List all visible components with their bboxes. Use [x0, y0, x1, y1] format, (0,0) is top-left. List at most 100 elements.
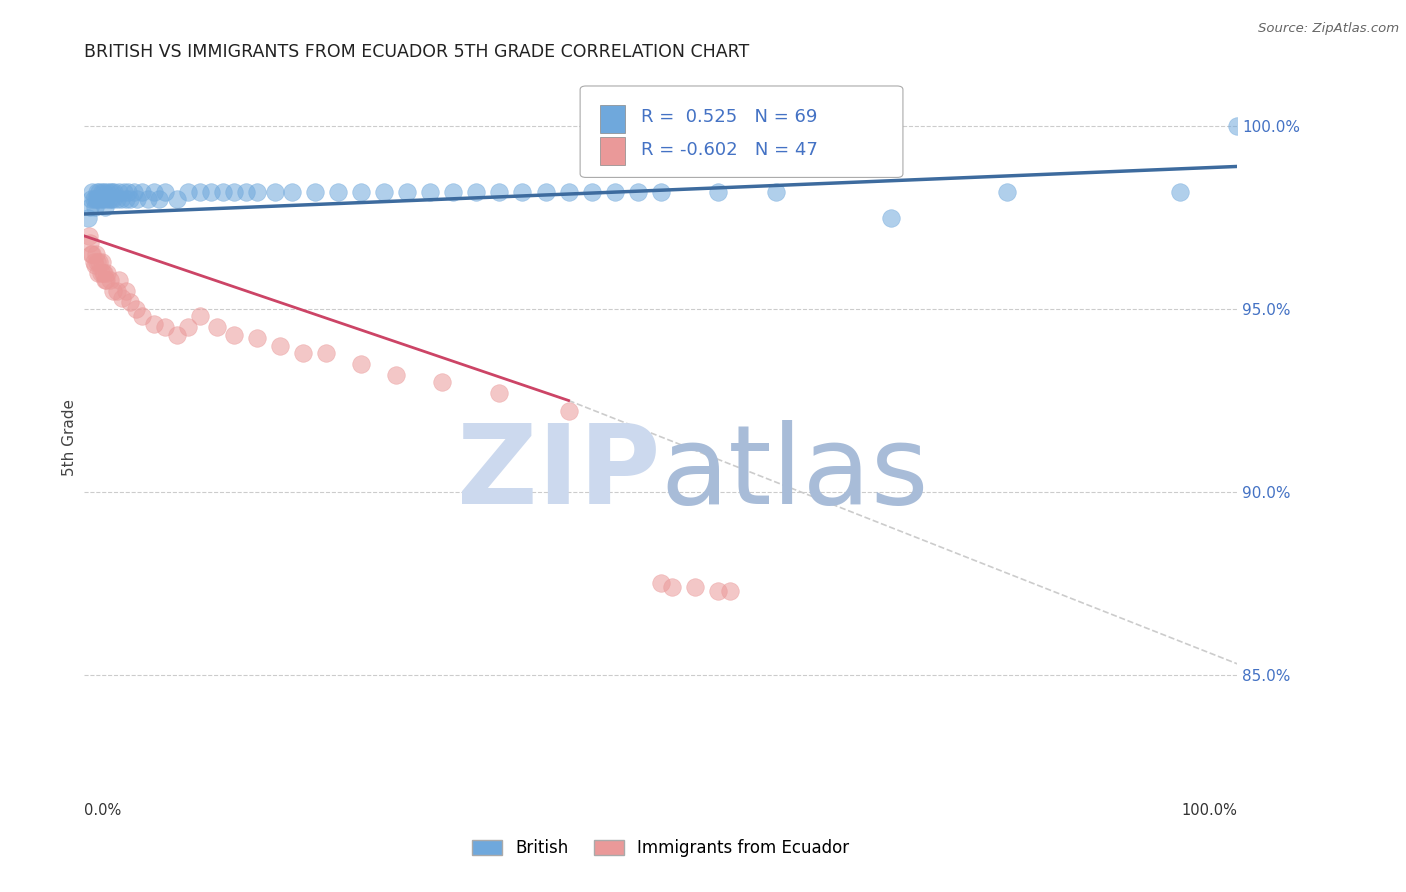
Point [96, 185, 118, 199]
Text: atlas: atlas [661, 420, 929, 527]
Bar [600, 105, 626, 133]
Point [350, 185, 373, 199]
Point [96, 193, 118, 207]
Point [188, 310, 211, 324]
Point [1226, 119, 1249, 133]
Point [153, 185, 176, 199]
Text: 0.0%: 0.0% [84, 803, 121, 818]
Point [685, 580, 707, 594]
Point [97, 193, 120, 207]
Point [115, 284, 138, 298]
Point [136, 193, 159, 207]
Point [125, 301, 148, 317]
Point [91, 193, 114, 207]
Point [430, 375, 453, 389]
Point [101, 185, 124, 199]
Point [995, 185, 1018, 199]
Point [205, 320, 228, 334]
Point [96, 273, 118, 287]
Point [304, 185, 326, 199]
Text: 100.0%: 100.0% [1181, 803, 1237, 818]
Point [315, 346, 337, 360]
Point [90, 254, 112, 268]
Point [111, 291, 134, 305]
Point [557, 185, 579, 199]
Point [246, 185, 269, 199]
Point [79, 236, 101, 251]
Point [89, 265, 111, 279]
Point [350, 357, 373, 371]
Point [281, 185, 304, 199]
Point [142, 317, 165, 331]
Point [650, 576, 672, 591]
Point [80, 247, 103, 261]
Point [82, 185, 104, 199]
Point [89, 185, 111, 199]
Point [84, 247, 107, 261]
Point [148, 193, 170, 207]
Point [707, 583, 730, 598]
Point [765, 185, 787, 199]
Point [93, 265, 115, 279]
Point [153, 320, 176, 334]
Point [166, 193, 188, 207]
Text: R = -0.602   N = 47: R = -0.602 N = 47 [641, 141, 818, 159]
Point [188, 185, 211, 199]
Point [108, 185, 131, 199]
Point [100, 193, 122, 207]
Point [120, 193, 142, 207]
Point [534, 185, 557, 199]
Point [650, 185, 672, 199]
Point [441, 185, 464, 199]
Point [373, 185, 395, 199]
Point [91, 265, 114, 279]
Point [224, 327, 246, 342]
Point [326, 185, 349, 199]
Y-axis label: 5th Grade: 5th Grade [62, 399, 77, 475]
Point [707, 185, 730, 199]
Point [82, 247, 104, 261]
Point [465, 185, 488, 199]
Text: Source: ZipAtlas.com: Source: ZipAtlas.com [1258, 22, 1399, 36]
Point [127, 193, 149, 207]
Point [120, 294, 142, 309]
Point [718, 583, 741, 598]
Point [581, 185, 603, 199]
Point [80, 193, 103, 207]
Point [98, 273, 121, 287]
Point [269, 339, 291, 353]
Point [117, 185, 139, 199]
Point [108, 273, 131, 287]
Point [79, 200, 101, 214]
Point [211, 185, 233, 199]
Point [86, 185, 108, 199]
Point [263, 185, 285, 199]
Point [84, 193, 107, 207]
Point [557, 404, 579, 418]
Point [98, 185, 121, 199]
Point [131, 310, 153, 324]
Point [661, 580, 683, 594]
Point [105, 193, 128, 207]
Text: ZIP: ZIP [457, 420, 661, 527]
Point [94, 200, 117, 214]
Point [200, 185, 222, 199]
Point [103, 284, 124, 298]
Point [235, 185, 257, 199]
Point [103, 193, 124, 207]
Point [177, 185, 200, 199]
Point [396, 185, 419, 199]
Point [90, 185, 112, 199]
Point [105, 284, 128, 298]
Point [83, 258, 105, 272]
Point [87, 193, 110, 207]
Point [86, 254, 108, 268]
Point [77, 228, 100, 243]
Point [142, 185, 165, 199]
Point [89, 193, 111, 207]
Point [87, 265, 110, 279]
Point [83, 193, 105, 207]
Point [419, 185, 441, 199]
Point [177, 320, 200, 334]
Point [94, 273, 117, 287]
